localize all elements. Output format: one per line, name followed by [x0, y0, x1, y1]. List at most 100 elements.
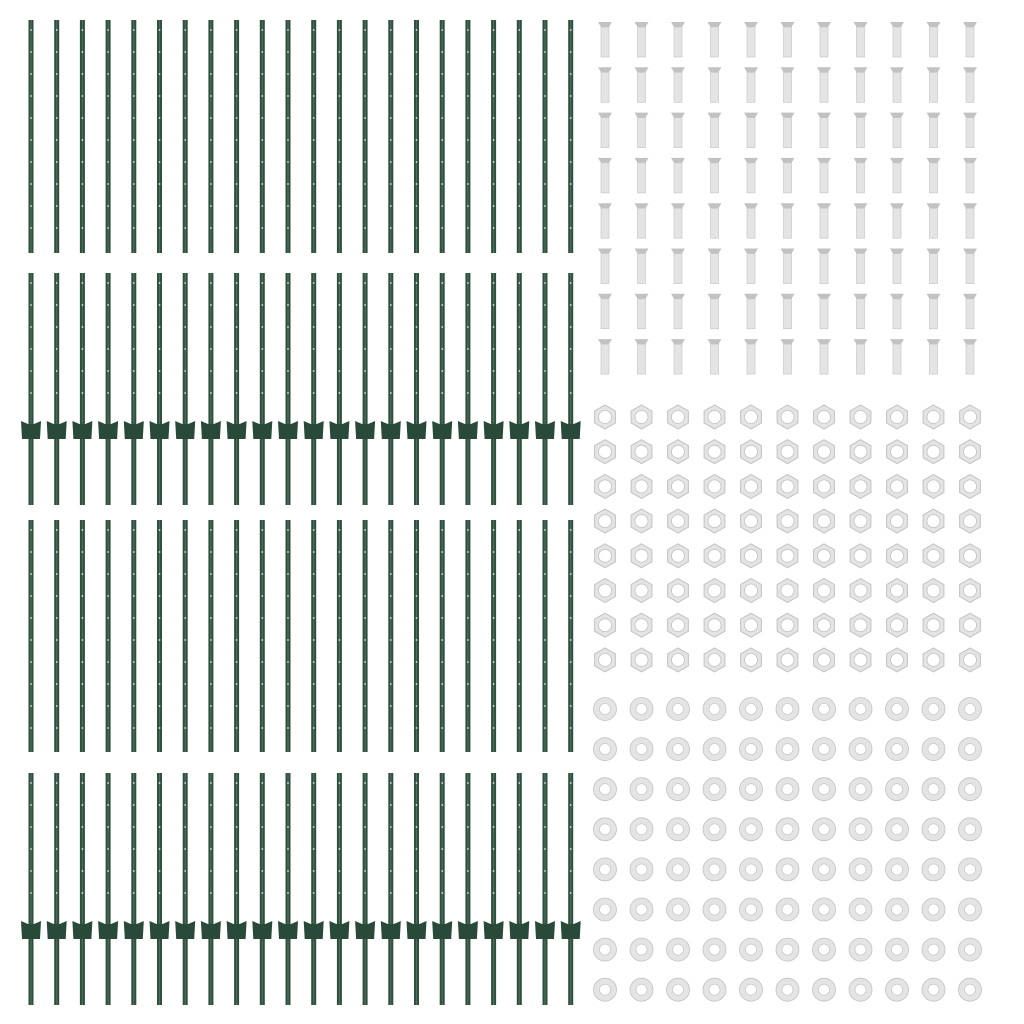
hex-nut-icon: [740, 473, 762, 499]
anchor-plate-icon: [98, 421, 119, 439]
fence-post-icon: [226, 773, 247, 1005]
bolt-icon: [707, 112, 722, 148]
washer-icon: [702, 697, 727, 721]
washer-icon: [885, 697, 909, 721]
fence-post-icon: [483, 773, 504, 1005]
fence-post-icon: [311, 520, 317, 752]
anchor-plate-icon: [149, 921, 170, 939]
bolt-icon: [671, 67, 685, 103]
washer-icon: [739, 977, 763, 1002]
bolt-icon: [853, 293, 868, 330]
fence-post-icon: [259, 20, 265, 253]
bolt-icon: [780, 112, 795, 148]
washer-icon: [593, 697, 617, 721]
hex-nut-icon: [594, 577, 616, 604]
bolt-icon: [817, 22, 831, 58]
hex-nut-icon: [813, 577, 835, 604]
hex-nut-icon: [594, 473, 616, 499]
anchor-plate-icon: [483, 421, 504, 439]
hex-nut-icon: [667, 543, 689, 569]
bolt-icon: [744, 339, 758, 375]
anchor-plate-icon: [46, 421, 67, 439]
bolt-icon: [963, 203, 977, 239]
hex-nut-icon: [922, 439, 945, 465]
bolt-icon: [780, 157, 795, 194]
hex-nut-icon: [740, 647, 762, 673]
anchor-plate-icon: [149, 421, 170, 439]
fence-post-icon: [72, 773, 93, 1005]
anchor-plate-icon: [406, 421, 427, 439]
washer-icon: [848, 697, 873, 721]
bolt-icon: [780, 293, 795, 330]
fence-post-icon: [131, 520, 137, 752]
anchor-plate-icon: [226, 421, 247, 439]
fence-post-icon: [329, 773, 350, 1005]
fence-post-icon: [355, 273, 376, 505]
bolt-icon: [780, 67, 795, 103]
washer-icon: [812, 977, 836, 1002]
hex-nut-icon: [813, 543, 835, 569]
bolt-icon: [780, 248, 795, 284]
fence-post-icon: [234, 520, 240, 752]
hex-nut-icon: [922, 612, 945, 638]
washer-icon: [739, 817, 763, 842]
fence-post-icon: [380, 773, 401, 1005]
hex-nut-icon: [959, 404, 981, 430]
hex-nut-icon: [922, 473, 945, 499]
bolt-icon: [890, 203, 904, 239]
hex-nut-icon: [813, 508, 835, 534]
fence-post-icon: [21, 273, 41, 505]
washer-icon: [593, 897, 617, 922]
fence-post-icon: [278, 773, 298, 1005]
anchor-plate-icon: [560, 921, 581, 939]
washer-icon: [629, 777, 654, 802]
anchor-plate-icon: [278, 421, 298, 439]
washer-icon: [702, 857, 727, 882]
washer-icon: [848, 977, 873, 1002]
hex-nut-icon: [740, 404, 762, 430]
hex-nut-icon: [886, 543, 908, 569]
washer-icon: [593, 977, 617, 1002]
bolt-icon: [634, 67, 649, 103]
bolt-icon: [707, 22, 722, 58]
hex-nut-icon: [886, 439, 908, 465]
hex-nut-icon: [849, 647, 872, 673]
bolt-icon: [671, 112, 685, 148]
bolt-icon: [926, 67, 941, 103]
washer-icon: [739, 857, 763, 882]
hex-nut-icon: [667, 612, 689, 638]
anchor-plate-icon: [380, 421, 401, 439]
washer-icon: [702, 937, 727, 962]
washers-group: [593, 697, 982, 1002]
anchor-plate-icon: [252, 421, 273, 439]
fence-post-icon: [388, 20, 394, 253]
hex-nut-icon: [849, 473, 872, 499]
fence-post-icon: [491, 20, 497, 253]
fence-post-icon: [79, 520, 85, 752]
hex-nut-icon: [959, 508, 981, 534]
hex-nut-icon: [594, 439, 616, 465]
anchor-plate-icon: [457, 421, 478, 439]
hex-nut-icon: [959, 473, 981, 499]
hex-nut-icon: [849, 439, 872, 465]
bolt-icon: [890, 22, 904, 58]
bolt-icon: [817, 157, 831, 194]
fence-post-icon: [329, 273, 350, 505]
bolt-icon: [963, 67, 977, 103]
hex-nut-icon: [959, 612, 981, 638]
fence-post-icon: [149, 773, 170, 1005]
hex-nut-icon: [813, 647, 835, 673]
washer-icon: [666, 817, 690, 842]
washer-icon: [812, 737, 836, 761]
hex-nut-icon: [630, 473, 653, 499]
hex-nut-icon: [813, 404, 835, 430]
fence-post-icon: [414, 20, 419, 253]
hex-nut-icon: [703, 404, 726, 430]
washer-icon: [812, 697, 836, 721]
washer-icon: [593, 937, 617, 962]
bolt-icon: [780, 203, 795, 239]
hex-nut-icon: [849, 577, 872, 604]
washer-icon: [666, 697, 690, 721]
bolt-icon: [744, 22, 758, 58]
washer-icon: [666, 897, 690, 922]
